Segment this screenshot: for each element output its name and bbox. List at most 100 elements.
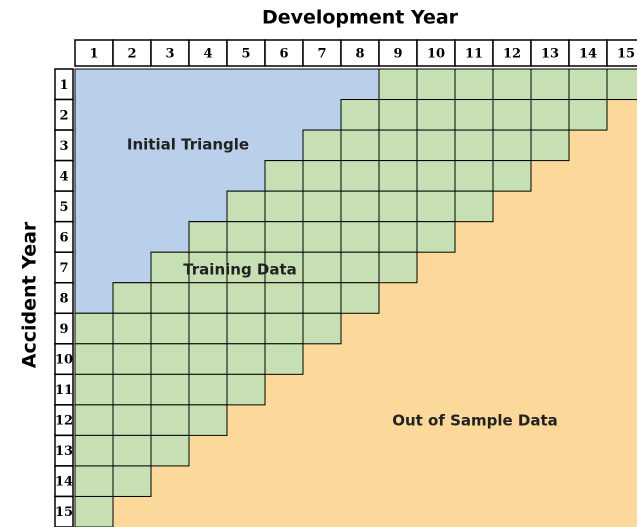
training-cell — [454, 99, 494, 131]
training-cell — [226, 373, 266, 406]
training-cell — [226, 312, 266, 345]
training-cell — [302, 221, 342, 253]
training-cell — [112, 373, 152, 406]
training-cell — [568, 68, 608, 101]
training-cell — [264, 190, 304, 223]
row-header: 12 — [55, 414, 73, 429]
initial-triangle-label: Initial Triangle — [127, 136, 249, 154]
column-header-cell — [264, 39, 304, 67]
training-cell — [188, 343, 228, 375]
training-cell — [74, 465, 114, 497]
training-cell — [188, 373, 228, 406]
column-header-cell — [606, 39, 637, 67]
training-cell — [302, 190, 342, 223]
column-header: 14 — [579, 47, 597, 62]
training-cell — [378, 129, 418, 162]
row-header: 15 — [55, 505, 73, 520]
training-cell — [226, 343, 266, 375]
row-header: 1 — [59, 78, 68, 93]
row-header: 11 — [55, 383, 73, 398]
training-cell — [454, 68, 494, 101]
row-header: 2 — [59, 108, 68, 123]
training-cell — [492, 68, 532, 101]
row-header: 8 — [59, 292, 68, 307]
column-header-cell — [188, 39, 228, 67]
training-cell — [378, 190, 418, 223]
training-cell — [606, 68, 637, 101]
training-cell — [150, 312, 190, 345]
training-cell — [74, 312, 114, 345]
column-header: 13 — [541, 47, 559, 62]
column-header: 10 — [427, 47, 445, 62]
training-cell — [340, 221, 380, 253]
column-header: 4 — [203, 47, 212, 62]
row-header: 5 — [59, 200, 68, 215]
row-header: 13 — [55, 444, 73, 459]
training-cell — [378, 251, 418, 284]
out-of-sample-label: Out of Sample Data — [392, 412, 558, 430]
training-cell — [340, 190, 380, 223]
column-header: 2 — [127, 47, 136, 62]
training-cell — [302, 282, 342, 314]
training-cell — [530, 129, 570, 162]
training-cell — [264, 312, 304, 345]
training-cell — [112, 434, 152, 467]
training-cell — [416, 99, 456, 131]
column-header: 12 — [503, 47, 521, 62]
training-cell — [340, 99, 380, 131]
training-cell — [264, 221, 304, 253]
training-cell — [302, 129, 342, 162]
row-header: 6 — [59, 230, 68, 245]
training-cell — [112, 343, 152, 375]
column-header: 1 — [89, 47, 98, 62]
row-header: 4 — [59, 169, 68, 184]
y-axis-title: Accident Year — [19, 221, 41, 368]
training-cell — [302, 251, 342, 284]
column-header: 11 — [465, 47, 483, 62]
training-cell — [264, 160, 304, 192]
training-cell — [378, 160, 418, 192]
training-cell — [416, 190, 456, 223]
training-cell — [454, 129, 494, 162]
training-cell — [530, 99, 570, 131]
training-cell — [416, 160, 456, 192]
training-cell — [416, 129, 456, 162]
training-cell — [302, 312, 342, 345]
column-header: 15 — [617, 47, 635, 62]
training-cell — [264, 282, 304, 314]
training-cell — [340, 251, 380, 284]
row-header: 9 — [59, 322, 68, 337]
training-cell — [378, 99, 418, 131]
training-cell — [188, 404, 228, 436]
column-header: 7 — [317, 47, 326, 62]
training-cell — [530, 68, 570, 101]
training-cell — [188, 282, 228, 314]
column-header: 8 — [355, 47, 364, 62]
row-header-cell — [54, 495, 74, 527]
training-cell — [340, 129, 380, 162]
training-cell — [188, 221, 228, 253]
training-cell — [150, 404, 190, 436]
training-cell — [74, 495, 114, 527]
column-header: 3 — [165, 47, 174, 62]
training-cell — [378, 68, 418, 101]
training-cell — [492, 99, 532, 131]
training-cell — [74, 373, 114, 406]
column-header: 9 — [393, 47, 402, 62]
training-cell — [302, 160, 342, 192]
training-cell — [454, 160, 494, 192]
training-cell — [150, 282, 190, 314]
training-cell — [150, 373, 190, 406]
training-cell — [150, 434, 190, 467]
training-cell — [264, 343, 304, 375]
training-cell — [340, 160, 380, 192]
training-cell — [112, 465, 152, 497]
column-header-cell — [568, 39, 608, 67]
training-cell — [226, 190, 266, 223]
training-cell — [492, 160, 532, 192]
training-data-label: Training Data — [183, 261, 297, 279]
training-cell — [378, 221, 418, 253]
training-cell — [188, 312, 228, 345]
training-cell — [226, 282, 266, 314]
